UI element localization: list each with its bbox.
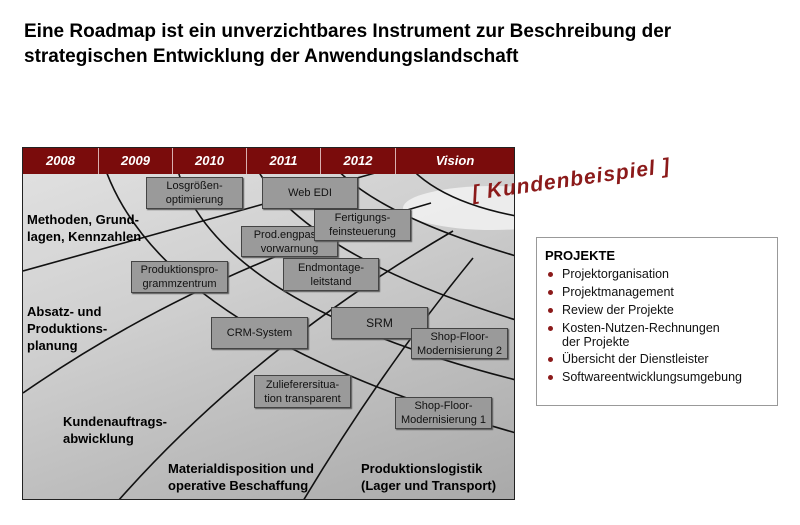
title-line-2: strategischen Entwicklung der Anwendungs… [24, 46, 519, 67]
highlight-glow [403, 186, 514, 230]
project-label: tion transparent [264, 392, 341, 405]
area-produktionslogistik: Produktionslogistik (Lager und Transport) [361, 460, 496, 494]
project-fertigung: Fertigungs-feinsteuerung [314, 209, 411, 241]
project-zulieferer: Zulieferersitua-tion transparent [254, 375, 351, 408]
item-label: Kosten-Nutzen-Rechnungen [562, 321, 720, 335]
project-label: leitstand [310, 275, 352, 288]
project-label: Zulieferersitua- [265, 378, 340, 391]
project-label: Shop-Floor- [414, 400, 473, 412]
project-label: vorwarnung [260, 242, 319, 255]
project-label: feinsteuerung [329, 226, 396, 238]
roadmap-diagram: 2008 2009 2010 2011 2012 Vision Methoden… [22, 147, 515, 500]
project-produktionsprogramm: Produktionspro-grammzentrum [131, 261, 228, 293]
area-label: lagen, Kennzahlen [27, 229, 142, 244]
project-web-edi: Web EDI [262, 177, 358, 209]
project-label: Fertigungs- [334, 212, 391, 224]
column-2012: 2012 [321, 148, 396, 174]
radial-line [303, 257, 474, 499]
bullet-icon [548, 272, 553, 277]
area-label: Produktionslogistik [361, 461, 483, 476]
item-label: Review der Projekte [562, 303, 674, 317]
list-item: Projektmanagement [545, 283, 769, 301]
project-label: SRM [366, 316, 393, 330]
projekte-panel: PROJEKTE Projektorganisation Projektmana… [536, 237, 778, 406]
project-shopfloor-2: Shop-Floor- Modernisierung 2 [411, 328, 508, 359]
item-label: Softwareentwicklungsumgebung [562, 370, 742, 384]
project-label: Modernisierung 2 [417, 344, 502, 357]
column-2011: 2011 [247, 148, 321, 174]
project-label: Produktionspro- [140, 264, 219, 276]
project-label: Modernisierung 1 [401, 414, 486, 426]
title-line-1: Eine Roadmap ist ein unverzichtbares Ins… [24, 21, 672, 42]
column-2009: 2009 [99, 148, 173, 174]
project-label: CRM-System [226, 327, 293, 339]
list-item: Übersicht der Dienstleister [545, 350, 769, 368]
timeline-header: 2008 2009 2010 2011 2012 Vision [23, 148, 514, 174]
area-label: Kundenauftrags- [63, 414, 167, 429]
project-label: Losgrößen- [166, 180, 223, 192]
page-title: Eine Roadmap ist ein unverzichtbares Ins… [24, 19, 671, 69]
area-label: Materialdisposition und [168, 461, 314, 476]
bullet-icon [548, 290, 553, 295]
area-absatz: Absatz- und Produktions-planung [27, 303, 107, 354]
bullet-icon [548, 308, 553, 313]
project-label: Web EDI [288, 187, 332, 199]
project-label: Shop-Floor- [430, 330, 489, 343]
area-label: abwicklung [63, 431, 134, 446]
item-label: Projektorganisation [562, 267, 670, 281]
area-kundenauftrag: Kundenauftrags-abwicklung [63, 413, 167, 447]
area-methoden: Methoden, Grund-lagen, Kennzahlen [27, 211, 141, 245]
project-shopfloor-1: Shop-Floor- Modernisierung 1 [395, 397, 492, 429]
list-item: Projektorganisation [545, 265, 769, 283]
column-vision: Vision [435, 153, 475, 168]
area-materialdisposition: Materialdisposition und operative Beschaf… [168, 460, 314, 494]
project-label: optimierung [165, 194, 224, 206]
bullet-icon [548, 375, 553, 380]
item-label: Übersicht der Dienstleister [562, 352, 709, 366]
area-label: operative Beschaffung [168, 478, 309, 493]
projekte-list: Projektorganisation Projektmanagement Re… [545, 265, 769, 386]
column-2010: 2010 [173, 148, 247, 174]
list-item: Review der Projekte [545, 301, 769, 319]
project-endmontage: Endmontage-leitstand [283, 258, 379, 291]
list-item: Softwareentwicklungsumgebung [545, 368, 769, 386]
bullet-icon [548, 326, 553, 331]
project-label: Prod.engpass- [253, 228, 326, 241]
project-label: grammzentrum [142, 278, 217, 290]
area-label: Produktions- [27, 321, 108, 336]
item-label: Projektmanagement [562, 285, 674, 299]
panel-heading: PROJEKTE [545, 248, 616, 263]
project-crm: CRM-System [211, 317, 308, 349]
area-label: planung [27, 338, 78, 353]
item-label-continued: der Projekte [562, 335, 630, 349]
list-item: Kosten-Nutzen-Rechnungen der Projekte [545, 319, 769, 350]
area-label: (Lager und Transport) [361, 478, 497, 493]
column-2008: 2008 [23, 148, 99, 174]
area-label: Absatz- und [27, 304, 102, 319]
area-label: Methoden, Grund- [27, 212, 139, 227]
bullet-icon [548, 357, 553, 362]
project-label: Endmontage- [297, 261, 365, 274]
project-losgroessen: Losgrößen-optimierung [146, 177, 243, 209]
radial-line [118, 230, 454, 499]
